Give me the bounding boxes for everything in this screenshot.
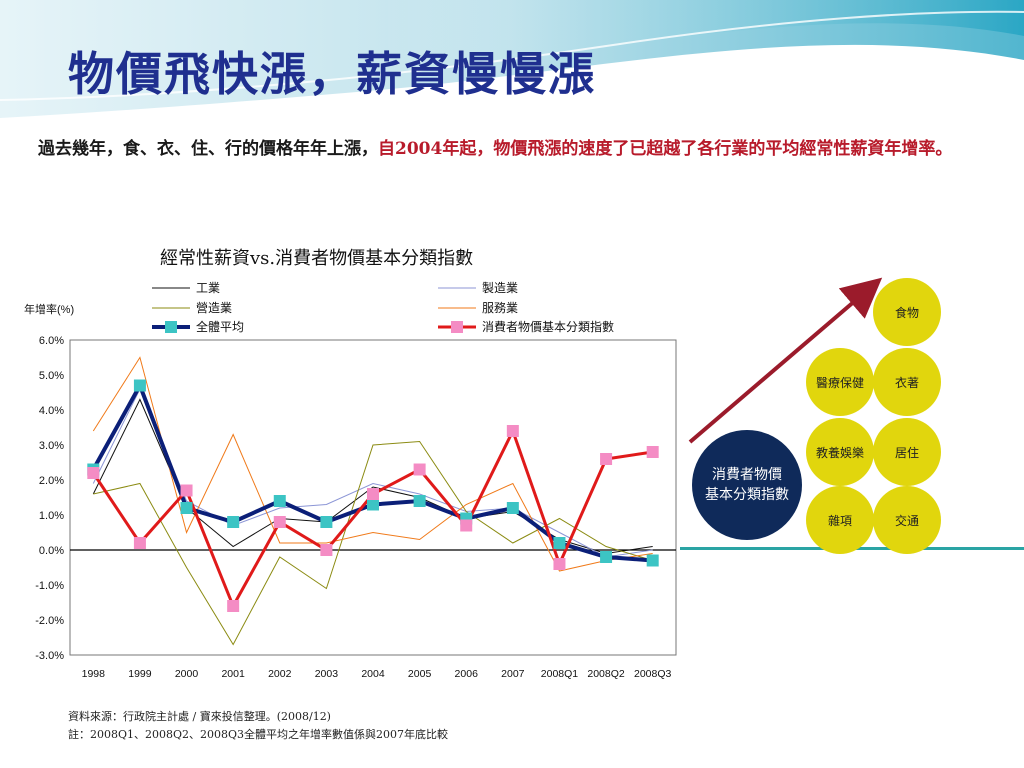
y-tick-label: 3.0% — [39, 440, 64, 452]
y-tick-label: 0.0% — [39, 545, 64, 557]
x-tick-label: 2005 — [408, 668, 432, 680]
data-point-5 — [553, 558, 566, 570]
series-line-5 — [92, 427, 653, 610]
data-point-4 — [646, 554, 659, 567]
category-housing: 居住 — [873, 418, 941, 486]
x-tick-label: 2006 — [455, 668, 479, 680]
category-transport: 交通 — [873, 486, 941, 554]
category-clothing: 衣著 — [873, 348, 941, 416]
intro-highlight-text: 自2004年起，物價飛漲的速度了已超越了各行業的平均經常性薪資年增率。 — [378, 139, 953, 159]
source-line: 資料來源：行政院主計處 / 寶來投信整理。(2008/12) — [68, 710, 331, 723]
legend-label: 製造業 — [482, 281, 518, 295]
series-line-1 — [92, 387, 653, 558]
x-tick-label: 2001 — [221, 668, 245, 680]
x-tick-label: 2000 — [175, 668, 199, 680]
intro-plain-text: 過去幾年，食、衣、住、行的價格年年上漲， — [38, 139, 378, 159]
y-tick-label: -2.0% — [35, 615, 64, 627]
data-point-5 — [227, 600, 240, 612]
series-line-0 — [92, 398, 653, 555]
data-point-5 — [367, 488, 379, 500]
center-label-line1: 消費者物價 — [712, 467, 782, 483]
category-education: 教養娛樂 — [806, 418, 874, 486]
data-point-4 — [273, 495, 286, 507]
chart-svg: 6.0% 5.0% 4.0% 3.0% 2.0% 1.0% 0.0% -1.0% -2.0% -3… — [24, 281, 677, 680]
data-point-4 — [227, 516, 240, 528]
line-chart: 6.0% 5.0% 4.0% 3.0% 2.0% 1.0% 0.0% -1.0% -2.0% -3… — [0, 272, 690, 702]
intro-paragraph: 過去幾年，食、衣、住、行的價格年年上漲，自2004年起，物價飛漲的速度了已超越了… — [38, 136, 988, 163]
x-tick-label: 2007 — [501, 668, 525, 680]
x-tick-label: 2004 — [361, 668, 385, 680]
legend-label: 服務業 — [482, 301, 518, 315]
y-tick-label: 1.0% — [39, 510, 64, 522]
arrow-graphic — [688, 277, 883, 444]
data-point-4 — [133, 379, 146, 392]
y-tick-label: 4.0% — [39, 405, 64, 417]
y-axis-label: 年增率(%) — [24, 302, 74, 316]
category-food: 食物 — [873, 278, 941, 346]
y-tick-label: 5.0% — [39, 370, 64, 382]
legend-marker — [451, 321, 463, 333]
data-point-4 — [506, 502, 519, 514]
series-line-2 — [93, 440, 653, 646]
data-point-4 — [320, 516, 333, 528]
series-line-4 — [91, 380, 653, 563]
data-point-5 — [133, 537, 146, 549]
source-notes: 資料來源：行政院主計處 / 寶來投信整理。(2008/12) 註：2008Q1、… — [68, 708, 448, 744]
data-point-5 — [460, 519, 473, 532]
legend-label: 全體平均 — [196, 319, 244, 334]
footnote-line: 註：2008Q1、2008Q2、2008Q3全體平均之年增率數值係與2007年底… — [68, 728, 449, 741]
legend-label: 營造業 — [196, 301, 232, 315]
slide-header-waves — [0, 0, 1024, 118]
y-tick-label: -1.0% — [35, 580, 64, 592]
cpi-center-circle: 消費者物價 基本分類指數 — [692, 430, 802, 540]
x-tick-label: 2008Q1 — [541, 668, 579, 680]
chart-title: 經常性薪資vs.消費者物價基本分類指數 — [160, 248, 474, 269]
data-point-5 — [180, 484, 193, 497]
category-misc: 雜項 — [806, 486, 874, 554]
data-point-5 — [320, 544, 333, 556]
data-point-5 — [646, 446, 659, 458]
x-tick-label: 2002 — [268, 668, 292, 680]
legend-marker — [165, 321, 177, 333]
legend-label: 消費者物價基本分類指數 — [482, 319, 614, 334]
x-tick-label: 1998 — [82, 668, 106, 680]
slide-title: 物價飛快漲，薪資慢慢漲 — [68, 47, 596, 101]
y-tick-label: 2.0% — [39, 475, 64, 487]
data-point-5 — [506, 425, 519, 437]
data-point-5 — [413, 463, 426, 476]
data-point-4 — [413, 495, 426, 507]
data-point-5 — [600, 453, 613, 465]
x-tick-label: 1999 — [128, 668, 152, 680]
y-tick-label: 6.0% — [39, 335, 64, 347]
data-point-4 — [180, 502, 193, 514]
x-tick-label: 2003 — [315, 668, 339, 680]
legend-label: 工業 — [196, 281, 220, 295]
center-label-line2: 基本分類指數 — [705, 487, 789, 503]
data-point-4 — [367, 498, 379, 511]
plot-area — [69, 339, 677, 656]
data-point-4 — [600, 551, 613, 563]
category-medical: 醫療保健 — [806, 348, 874, 416]
y-tick-label: -3.0% — [35, 650, 64, 662]
data-point-5 — [273, 516, 286, 528]
cpi-category-diagram: 消費者物價 基本分類指數 食物 醫療保健 衣著 教養娛樂 居住 雜項 交通 — [680, 270, 1024, 570]
x-tick-label: 2008Q2 — [587, 668, 625, 680]
data-point-4 — [553, 537, 566, 549]
data-point-5 — [87, 467, 100, 479]
series-line-3 — [92, 356, 653, 572]
x-tick-label: 2008Q3 — [634, 668, 672, 680]
rising-arrow-icon — [688, 277, 883, 444]
